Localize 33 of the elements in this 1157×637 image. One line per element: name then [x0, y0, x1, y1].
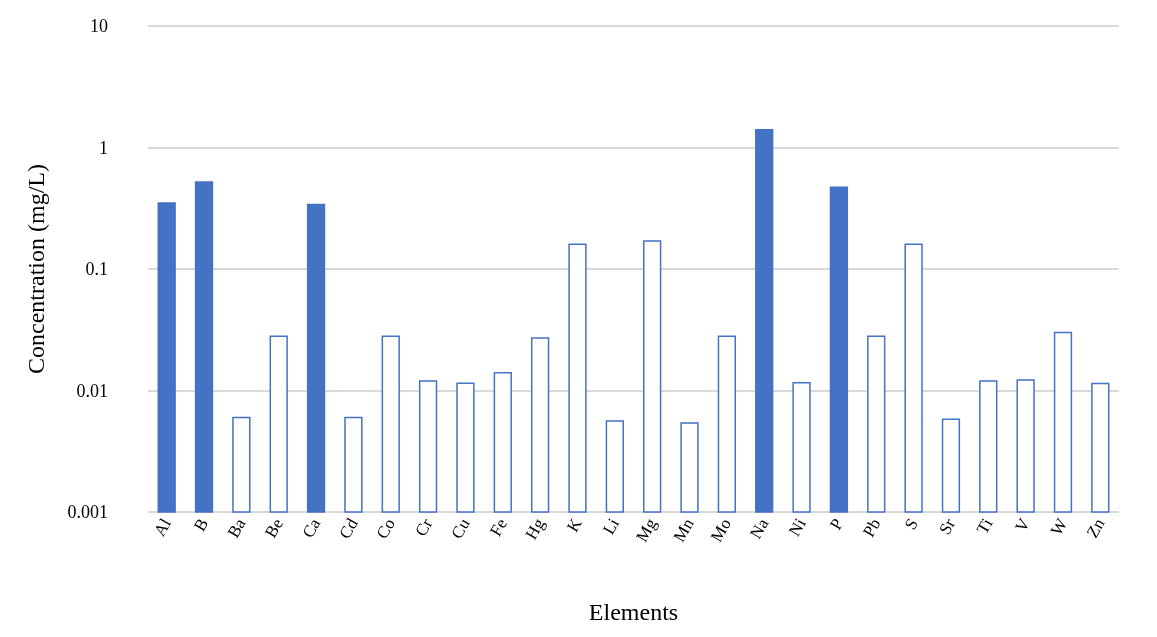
x-tick-label: B	[190, 515, 213, 535]
x-tick-label: Ba	[223, 514, 250, 542]
x-tick-label: Mg	[632, 514, 661, 546]
x-tick-label: W	[1046, 515, 1072, 539]
x-tick-label: Cd	[335, 514, 362, 542]
x-tick-label: Fe	[486, 515, 512, 540]
x-tick-label: Co	[372, 515, 399, 542]
x-tick-label: Mn	[669, 514, 698, 546]
x-tick-label: Mo	[706, 515, 736, 546]
x-tick-label: Hg	[521, 514, 549, 543]
y-tick-label: 10	[90, 16, 108, 36]
x-tick-label: Ni	[784, 515, 810, 540]
x-tick-label: K	[563, 514, 587, 536]
x-tick-label: P	[825, 515, 848, 533]
x-tick-label: V	[1011, 514, 1035, 536]
y-tick-label: 1	[99, 137, 108, 158]
y-tick-label: 0.1	[85, 259, 108, 279]
x-axis-title: Elements	[588, 599, 679, 625]
x-tick-label: Ca	[298, 514, 325, 542]
x-tick-label: Pb	[859, 515, 885, 541]
x-tick-label: Al	[149, 515, 176, 540]
x-tick-label: Ti	[972, 515, 997, 538]
y-axis-title: Concentration (mg/L)	[23, 164, 49, 374]
x-tick-label: Sr	[935, 514, 960, 538]
x-tick-label: Zn	[1082, 514, 1109, 542]
y-tick-label: 0.01	[76, 380, 108, 401]
y-tick-label: 0.001	[67, 502, 108, 522]
x-tick-label: Cu	[447, 514, 474, 542]
x-tick-label: Na	[746, 514, 773, 542]
x-tick-label: Cr	[411, 514, 437, 540]
x-tick-label: S	[900, 515, 922, 533]
x-tick-label: Li	[599, 515, 624, 538]
x-tick-label: Be	[261, 515, 287, 542]
